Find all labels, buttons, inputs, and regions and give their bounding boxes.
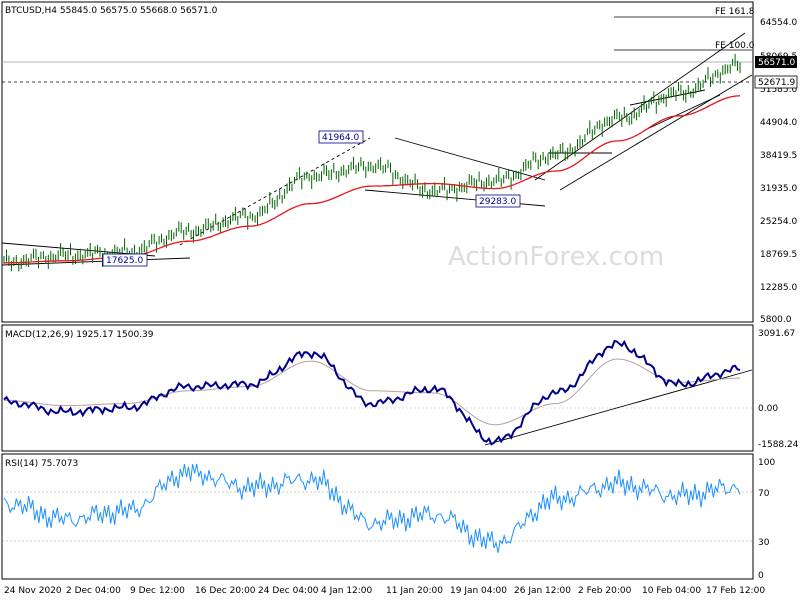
- rsi-y-tick: 0: [758, 571, 764, 581]
- annotation-low1: 17625.0: [106, 256, 143, 266]
- price-header: BTCUSD,H4 55845.0 56575.0 55668.0 56571.…: [5, 6, 218, 16]
- rsi-line: [3, 463, 741, 553]
- macd-trendline: [484, 369, 753, 446]
- rsi-panel-frame: [1, 453, 754, 580]
- channel-bottom-line: [559, 74, 753, 191]
- watermark: ActionForex.com: [448, 242, 664, 272]
- x-tick: 16 Dec 20:00: [195, 586, 256, 596]
- macd-panel-frame: [1, 324, 754, 452]
- price-y-tick: 31935.0: [760, 184, 797, 194]
- price-y-tick: 12285.0: [760, 283, 797, 293]
- rsi-y-tick: 100: [758, 458, 775, 468]
- x-tick: 17 Feb 12:00: [706, 586, 765, 596]
- wedge-top-line: [394, 137, 546, 181]
- x-tick: 24 Nov 2020: [4, 586, 62, 596]
- x-tick: 24 Dec 04:00: [258, 586, 319, 596]
- rsi-y-axis: 100 70 30 0: [758, 458, 775, 581]
- current-price-label: 56571.0: [758, 58, 795, 68]
- macd-y-tick: -1588.24: [758, 440, 799, 450]
- x-tick: 19 Jan 04:00: [450, 586, 507, 596]
- price-y-tick: 18769.5: [760, 250, 797, 260]
- macd-signal-line: [4, 358, 740, 426]
- rally-dotted-line: [179, 137, 371, 246]
- current-price-tag: [755, 56, 797, 68]
- range-bottom-line: [1, 257, 191, 266]
- level-label: 52671.9: [758, 78, 795, 88]
- fe-161-label: FE 161.8: [715, 7, 755, 17]
- x-tick: 10 Feb 04:00: [642, 586, 701, 596]
- x-axis: 24 Nov 2020 2 Dec 04:00 9 Dec 12:00 16 D…: [4, 586, 765, 596]
- annotation-box-low2: [475, 194, 521, 208]
- price-y-tick: 5800.0: [760, 315, 792, 325]
- macd-header: MACD(12,26,9) 1925.17 1500.39: [5, 330, 154, 340]
- annotation-low2: 29283.0: [479, 197, 516, 207]
- rsi-header: RSI(14) 75.7073: [5, 459, 78, 469]
- x-tick: 9 Dec 12:00: [130, 586, 185, 596]
- price-y-tick: 51585.0: [760, 85, 797, 95]
- annotation-box-high: [318, 130, 364, 144]
- channel-top-line: [534, 32, 746, 181]
- x-tick: 4 Jan 12:00: [321, 586, 373, 596]
- x-tick: 11 Jan 20:00: [386, 586, 443, 596]
- macd-y-axis: 3091.67 0.00 -1588.24: [758, 329, 799, 450]
- triangle-bottom-line: [644, 94, 721, 131]
- price-panel-frame: [1, 1, 754, 323]
- price-y-tick: 38419.5: [760, 151, 797, 161]
- rsi-y-tick: 30: [758, 538, 770, 548]
- level-tag: [754, 75, 798, 89]
- fe-100-label: FE 100.0: [715, 41, 755, 51]
- annotation-box-low1: [102, 253, 148, 267]
- triangle-top-line: [629, 89, 706, 106]
- macd-y-tick: 0.00: [758, 404, 778, 414]
- price-trendlines: [1, 32, 753, 266]
- macd-y-tick: 3091.67: [758, 329, 795, 339]
- price-y-tick: 44904.0: [760, 118, 797, 128]
- macd-main-line: [3, 339, 741, 446]
- annotation-high: 41964.0: [322, 133, 359, 143]
- price-y-tick: 25254.0: [760, 217, 797, 227]
- x-tick: 2 Feb 20:00: [578, 586, 632, 596]
- rsi-y-tick: 70: [758, 489, 770, 499]
- price-y-tick: 64554.0: [760, 18, 797, 28]
- price-bars: [3, 53, 741, 272]
- x-tick: 26 Jan 12:00: [514, 586, 571, 596]
- x-tick: 2 Dec 04:00: [66, 586, 121, 596]
